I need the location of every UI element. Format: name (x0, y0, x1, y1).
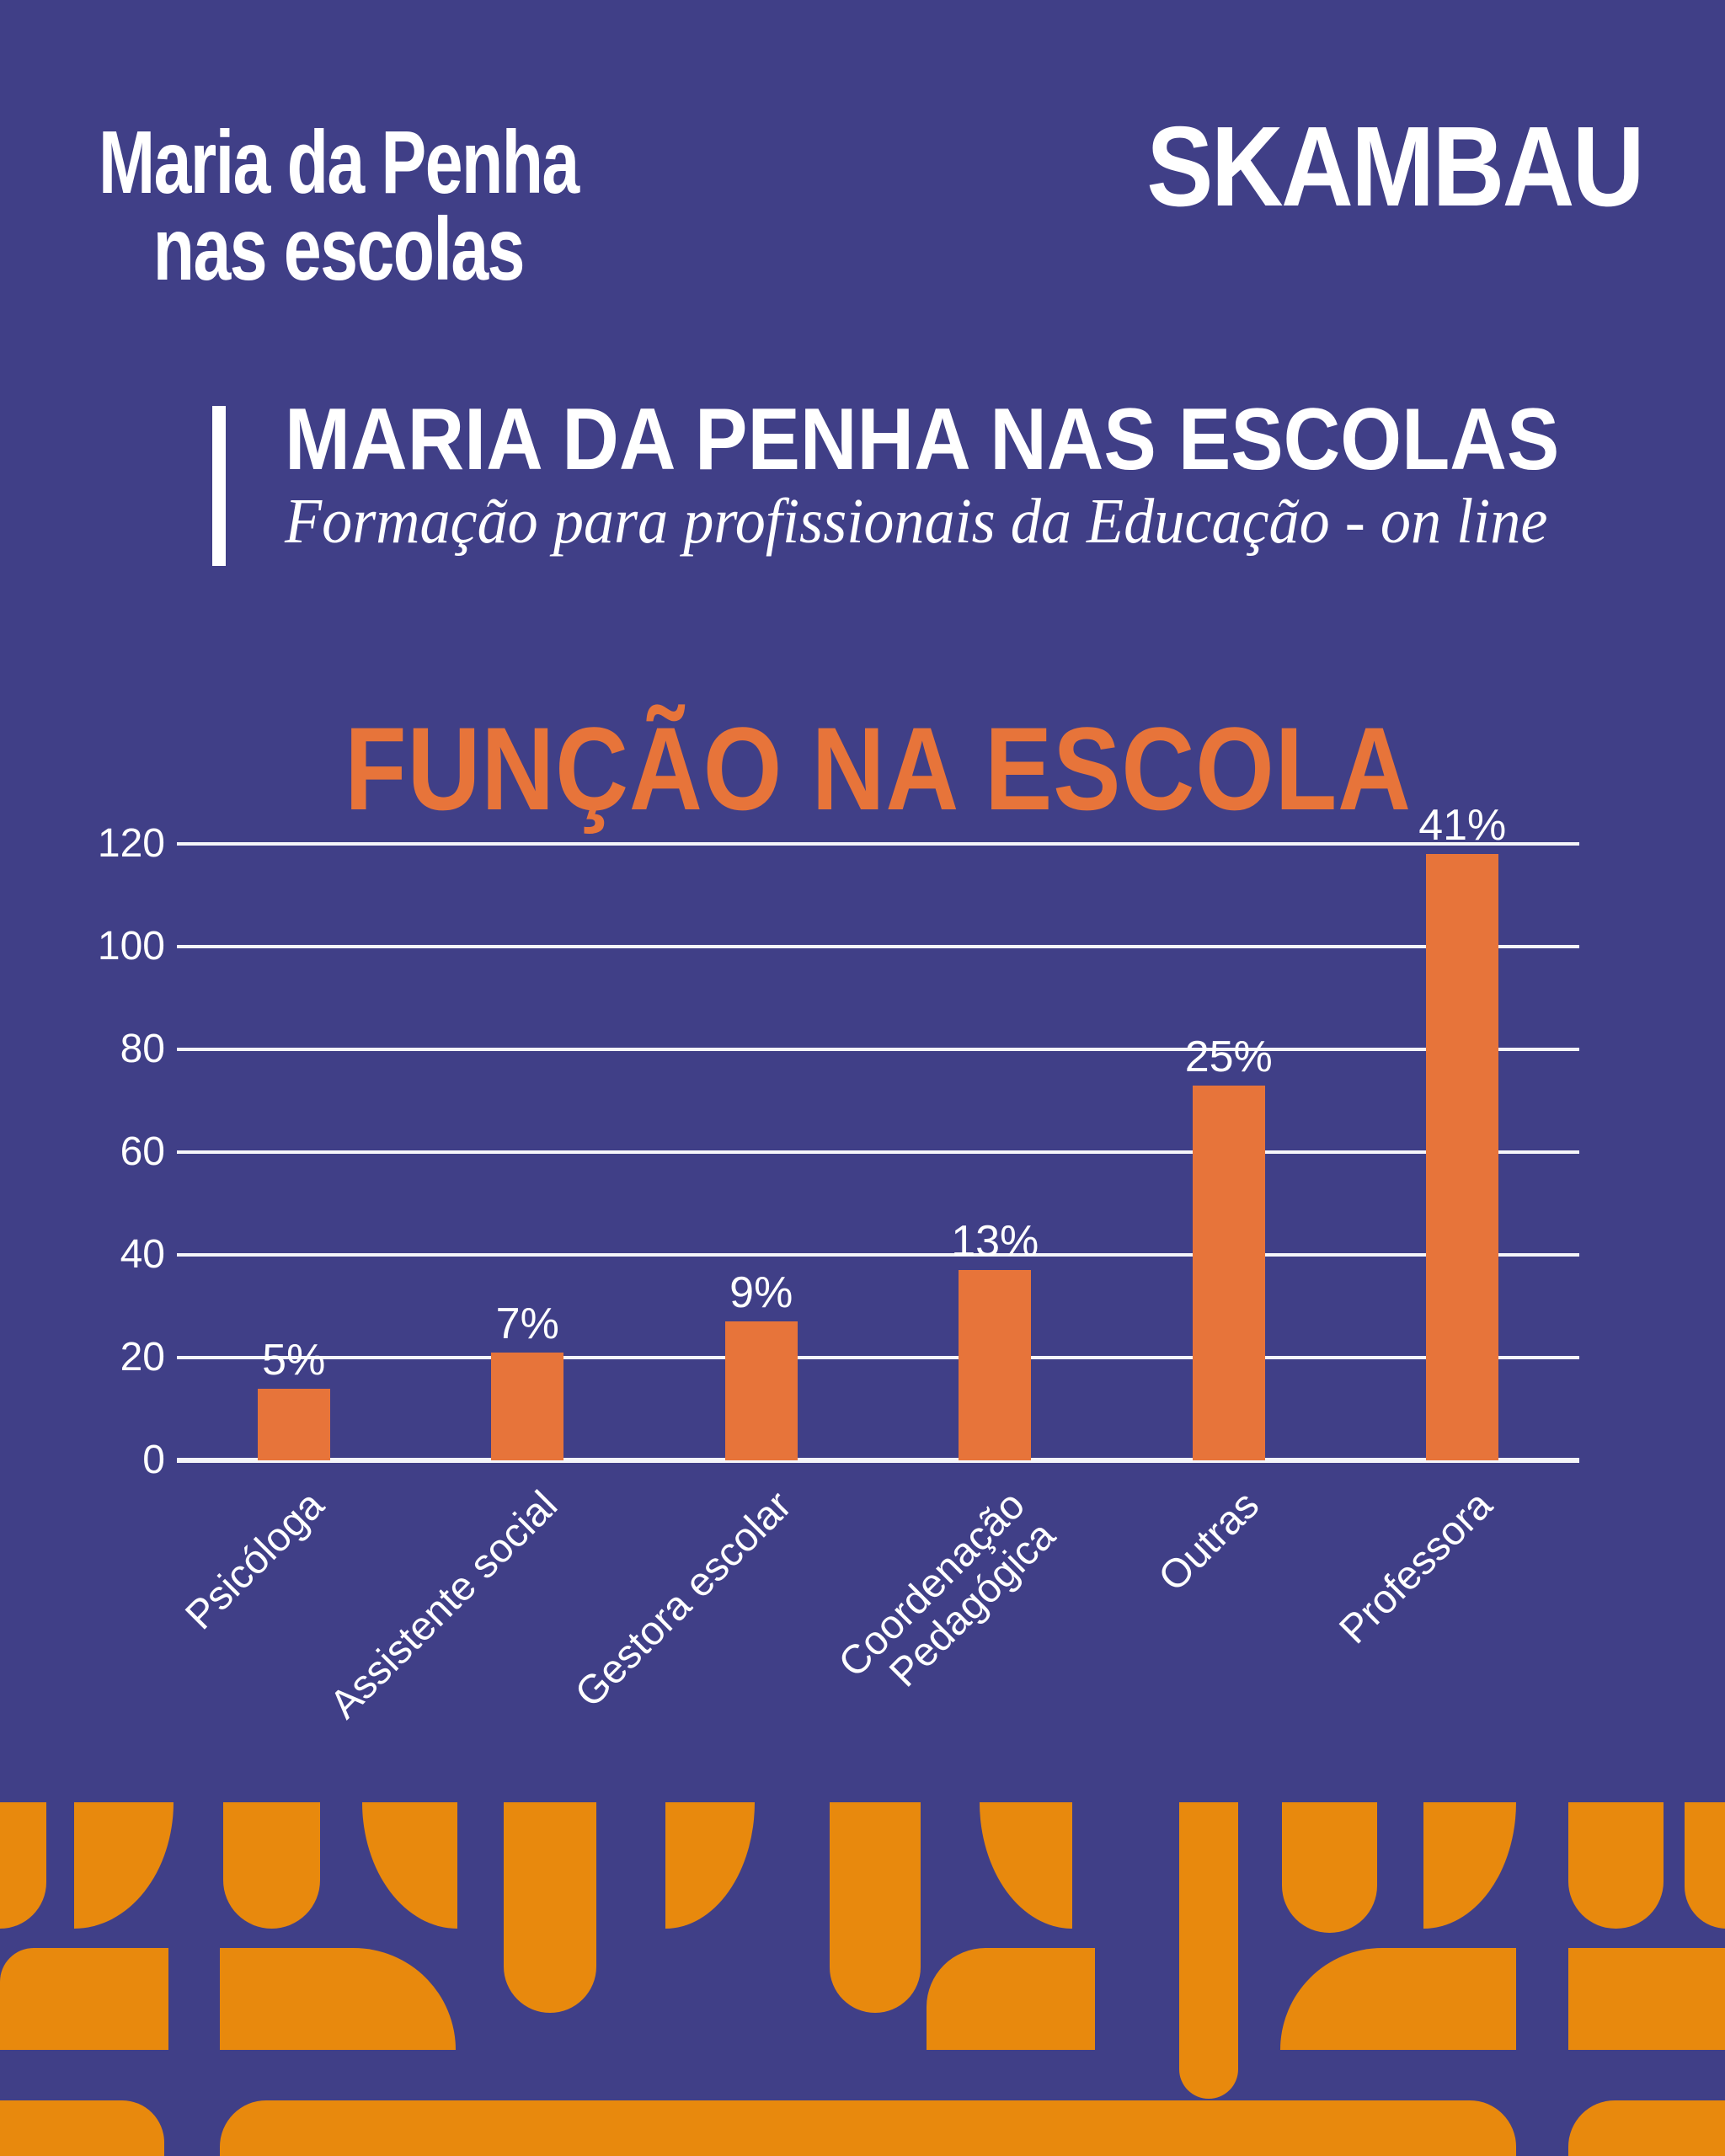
gridline-y0 (177, 1458, 1579, 1463)
gridline-y80 (177, 1048, 1579, 1051)
bar-psicóloga (257, 1388, 330, 1460)
y-axis-tick-label: 100 (97, 924, 165, 969)
brand-skambau: SKAMBAU (1146, 103, 1644, 230)
bar-value-label: 13% (951, 1217, 1039, 1267)
bar-value-label: 5% (262, 1335, 326, 1385)
gridline-y120 (177, 842, 1579, 846)
gridline-y20 (177, 1356, 1579, 1359)
title-accent-bar (212, 406, 226, 566)
bar-coordenação-pedagógica (959, 1270, 1032, 1460)
bar-value-label: 9% (729, 1268, 793, 1318)
bar-value-label: 41% (1418, 801, 1507, 851)
y-axis-tick-label: 20 (120, 1335, 165, 1380)
bar-value-label: 25% (1184, 1032, 1273, 1081)
gridline-y40 (177, 1253, 1579, 1257)
y-axis-tick-label: 0 (142, 1438, 165, 1482)
bar-outras (1192, 1085, 1265, 1460)
logo-line1: Maria da Penha (99, 113, 579, 212)
bar-professora (1426, 854, 1499, 1460)
gridline-y100 (177, 945, 1579, 948)
y-axis-tick-label: 80 (120, 1027, 165, 1071)
y-axis-tick-label: 120 (97, 821, 165, 866)
y-axis-tick-label: 60 (120, 1129, 165, 1174)
page-subtitle: Formação para profissionais da Educação … (285, 486, 1548, 557)
logo-maria-da-penha: Maria da Penha nas escolas (99, 113, 579, 299)
chart-title: FUNÇÃO NA ESCOLA (344, 702, 1412, 835)
logo-line2: nas escolas (152, 199, 526, 299)
bar-value-label: 7% (495, 1299, 559, 1348)
page-title: MARIA DA PENHA NAS ESCOLAS (285, 391, 1560, 488)
bar-assistente-social (491, 1352, 564, 1460)
y-axis-tick-label: 40 (120, 1232, 165, 1277)
gridline-y60 (177, 1150, 1579, 1154)
bar-gestora-escolar (724, 1321, 798, 1460)
